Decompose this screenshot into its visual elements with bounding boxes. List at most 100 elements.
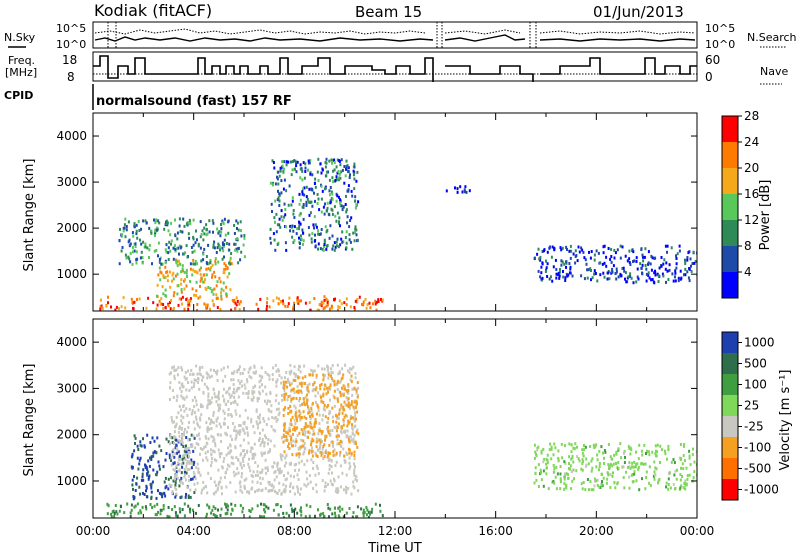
data-cell	[612, 471, 614, 475]
data-cell	[201, 378, 204, 382]
data-cell	[170, 221, 173, 225]
data-cell	[658, 266, 661, 270]
data-cell	[367, 515, 370, 518]
data-cell	[291, 432, 294, 436]
data-cell	[266, 297, 269, 301]
data-cell	[553, 467, 556, 471]
data-cell	[587, 268, 590, 272]
data-cell	[654, 466, 657, 470]
data-cell	[209, 307, 211, 311]
data-cell	[142, 219, 145, 223]
data-cell	[269, 392, 272, 396]
data-cell	[362, 303, 365, 307]
data-cell	[297, 368, 300, 372]
data-cell	[648, 453, 651, 457]
data-cell	[308, 449, 311, 453]
data-cell	[343, 415, 346, 419]
data-cell	[292, 387, 295, 391]
data-cell	[143, 493, 146, 496]
data-cell	[178, 434, 181, 438]
data-cell	[315, 453, 318, 457]
data-cell	[223, 262, 226, 266]
data-cell	[584, 258, 587, 262]
data-cell	[310, 449, 313, 453]
data-cell	[571, 456, 574, 460]
data-cell	[317, 432, 320, 436]
data-cell	[177, 246, 180, 250]
colorbar-tick-label: 500	[744, 357, 767, 371]
data-cell	[654, 271, 657, 274]
data-cell	[290, 388, 293, 392]
data-cell	[163, 480, 166, 484]
data-cell	[142, 478, 145, 482]
data-cell	[209, 422, 212, 426]
data-cell	[174, 435, 177, 439]
data-cell	[272, 299, 275, 303]
data-cell	[199, 284, 201, 288]
data-cell	[594, 445, 597, 449]
data-cell	[271, 373, 274, 377]
data-cell	[167, 487, 170, 491]
data-cell	[248, 375, 251, 378]
data-cell	[171, 273, 174, 277]
data-cell	[299, 222, 302, 226]
data-cell	[269, 181, 272, 185]
data-cell	[302, 242, 304, 246]
data-cell	[295, 232, 298, 236]
data-cell	[671, 272, 674, 276]
data-cell	[549, 245, 551, 249]
data-cell	[168, 515, 171, 518]
data-cell	[559, 477, 562, 481]
data-cell	[558, 274, 561, 278]
data-cell	[198, 372, 201, 376]
data-cell	[323, 374, 326, 377]
data-cell	[322, 373, 325, 377]
data-cell	[233, 224, 236, 227]
data-cell	[314, 244, 317, 248]
data-cell	[128, 244, 131, 248]
data-cell	[114, 504, 117, 507]
data-cell	[290, 399, 293, 403]
data-cell	[337, 195, 340, 199]
data-cell	[146, 246, 149, 250]
data-cell	[100, 298, 102, 302]
data-cell	[292, 307, 294, 311]
data-cell	[653, 470, 656, 474]
data-cell	[350, 402, 353, 406]
data-cell	[675, 257, 678, 260]
data-cell	[165, 437, 168, 441]
data-cell	[225, 471, 227, 475]
data-cell	[198, 425, 201, 429]
data-cell	[165, 243, 168, 247]
data-cell	[570, 443, 573, 447]
data-cell	[221, 246, 224, 250]
data-cell	[305, 417, 308, 420]
data-cell	[679, 443, 682, 446]
data-cell	[299, 242, 301, 245]
data-cell	[635, 280, 638, 284]
data-cell	[181, 295, 184, 299]
data-cell	[169, 381, 172, 385]
data-cell	[193, 405, 196, 409]
data-cell	[197, 470, 200, 474]
data-cell	[559, 472, 562, 476]
data-cell	[338, 176, 341, 180]
data-cell	[267, 480, 270, 484]
data-cell	[303, 193, 306, 197]
data-cell	[304, 162, 307, 166]
data-cell	[172, 246, 175, 250]
data-cell	[284, 435, 287, 438]
data-cell	[183, 287, 186, 291]
data-cell	[245, 477, 248, 481]
data-cell	[172, 365, 175, 369]
data-cell	[615, 462, 617, 465]
data-cell	[245, 391, 248, 395]
data-cell	[468, 189, 471, 193]
data-cell	[340, 431, 343, 435]
data-cell	[218, 276, 221, 280]
data-cell	[178, 404, 181, 408]
ytick-label: 1000	[56, 267, 87, 281]
data-cell	[629, 272, 632, 276]
data-cell	[271, 159, 274, 163]
